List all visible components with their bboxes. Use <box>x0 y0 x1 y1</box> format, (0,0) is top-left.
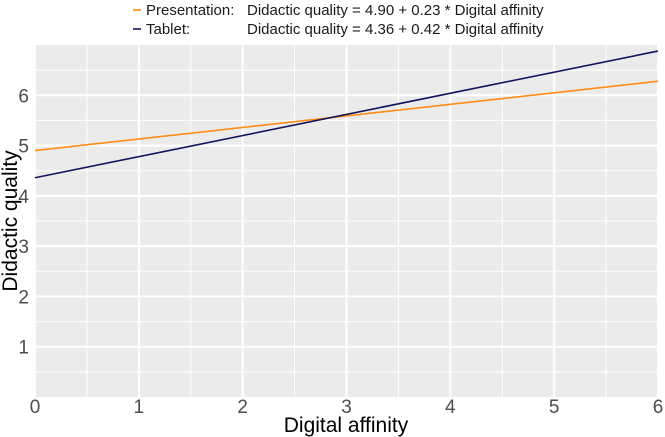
x-tick-label: 4 <box>445 397 456 418</box>
legend-equation-0: Didactic quality = 4.90 + 0.23 * Digital… <box>247 2 544 19</box>
legend-equation-1: Didactic quality = 4.36 + 0.42 * Digital… <box>247 21 544 38</box>
x-tick-label: 3 <box>341 397 352 418</box>
legend-label-0: Presentation: <box>146 2 234 19</box>
series-line-0 <box>34 80 659 152</box>
legend: Presentation: Didactic quality = 4.90 + 0… <box>133 2 544 38</box>
y-axis-title: Didactic quality <box>0 150 22 292</box>
x-tick-label: 5 <box>549 397 560 418</box>
y-tick-label: 2 <box>18 287 29 308</box>
x-tick-label: 6 <box>653 397 664 418</box>
y-tick-label: 5 <box>18 137 29 158</box>
series-lines <box>34 50 659 179</box>
x-axis: 0 1 2 3 4 5 6 <box>30 397 664 418</box>
y-tick-label: 4 <box>18 187 29 208</box>
x-tick-label: 1 <box>134 397 145 418</box>
series-line-1 <box>34 50 659 179</box>
y-tick-label: 3 <box>18 237 29 258</box>
x-axis-title: Digital affinity <box>284 414 409 437</box>
legend-label-1: Tablet: <box>146 21 190 38</box>
y-tick-label: 1 <box>18 338 29 359</box>
x-tick-label: 0 <box>30 397 41 418</box>
x-tick-label: 2 <box>237 397 248 418</box>
y-tick-label: 6 <box>18 86 29 107</box>
y-axis: 1 2 3 4 5 6 <box>18 86 29 358</box>
grid <box>34 45 659 397</box>
